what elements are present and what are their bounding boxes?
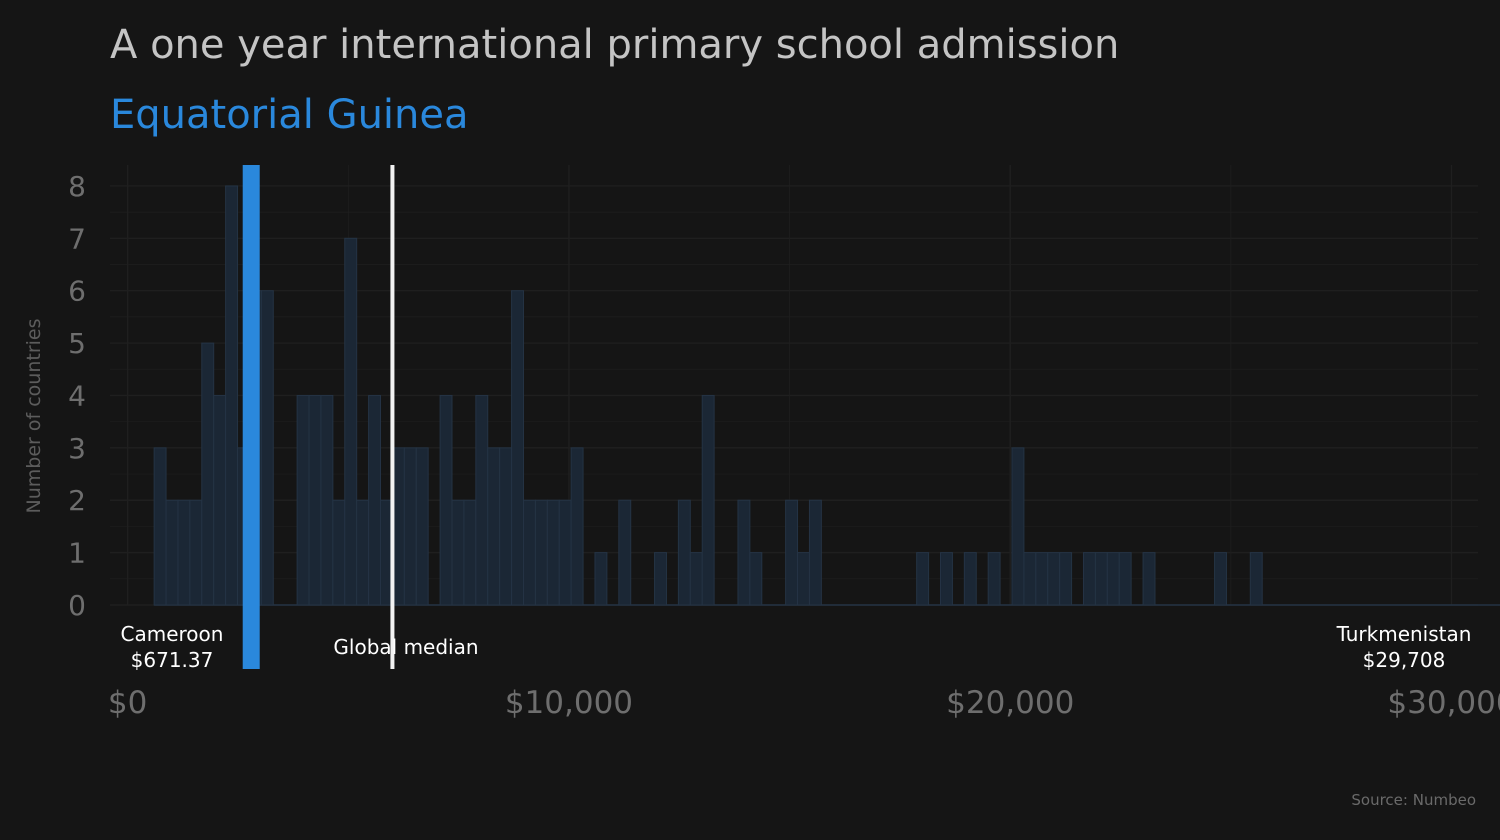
histogram-bar: [1214, 552, 1227, 606]
histogram-bar: [439, 394, 453, 606]
histogram-bar: [499, 447, 513, 606]
histogram-bar: [1082, 552, 1096, 606]
histogram-bar: [570, 447, 584, 606]
x-tick-label: $10,000: [505, 685, 633, 721]
chart-subtitle: Equatorial Guinea: [110, 92, 469, 138]
y-tick-label: 2: [68, 484, 86, 517]
histogram-bar: [332, 499, 346, 606]
histogram-bar: [344, 237, 358, 606]
histogram-bar: [1118, 552, 1132, 606]
histogram-bar: [356, 499, 370, 606]
median-label: Global median: [333, 635, 478, 659]
histogram-bar: [511, 290, 524, 606]
histogram-bar: [1094, 552, 1108, 606]
histogram-bar: [1011, 447, 1025, 606]
reference-lines: [242, 165, 395, 669]
annotation-cameroon-value: $671.37: [131, 648, 214, 672]
source-note: Source: Numbeo: [1351, 791, 1476, 809]
histogram-bar: [403, 447, 417, 606]
histogram-bar: [594, 552, 608, 606]
annotation-turkmenistan-name: Turkmenistan: [1336, 622, 1472, 646]
histogram-bar: [808, 499, 822, 606]
median-line: [390, 165, 395, 669]
histogram-bar: [1059, 552, 1073, 606]
annotations: Global median Cameroon$671.37 Turkmenista…: [121, 622, 1472, 672]
histogram-bar: [201, 342, 215, 606]
histogram-bar: [225, 185, 239, 606]
y-tick-label: 7: [68, 222, 86, 255]
histogram-bar: [677, 499, 691, 606]
histogram-bar: [153, 447, 167, 606]
histogram-bar: [296, 394, 310, 606]
histogram-bar: [1023, 552, 1037, 606]
histogram-bar: [558, 499, 572, 606]
histogram-bar: [522, 499, 536, 606]
y-tick-label: 5: [68, 327, 86, 360]
y-tick-label: 8: [68, 170, 86, 203]
x-tick-label: $0: [108, 685, 147, 721]
histogram-bar: [987, 552, 1001, 606]
y-tick-label: 0: [68, 589, 86, 622]
histogram-bar: [654, 552, 667, 606]
annotation-cameroon-name: Cameroon: [121, 622, 224, 646]
histogram-bar: [963, 552, 977, 606]
histogram-bar: [213, 394, 227, 606]
x-tick-label: $30,000: [1387, 685, 1500, 721]
histogram-bar: [749, 552, 763, 606]
chart-title: A one year international primary school …: [110, 22, 1119, 68]
histogram-bar: [737, 499, 751, 606]
y-tick-label: 3: [68, 432, 86, 465]
histogram-bar: [916, 552, 930, 606]
y-axis-label: Number of countries: [23, 318, 45, 513]
histogram-bar: [618, 499, 632, 606]
histogram-bar: [701, 394, 715, 606]
histogram-bar: [785, 499, 799, 606]
highlight-line-equatorial-guinea: [242, 165, 260, 669]
histogram-bar: [534, 499, 548, 606]
histogram-bar: [451, 499, 465, 606]
histogram-bar: [689, 552, 703, 606]
histogram-bar: [308, 394, 322, 606]
histogram-bar: [177, 499, 191, 606]
x-axis-ticks: $0 $10,000 $20,000 $30,000: [108, 685, 1500, 721]
y-tick-label: 4: [68, 379, 86, 412]
histogram-bar: [1106, 552, 1120, 606]
histogram-bar: [487, 447, 501, 606]
histogram-bar: [1035, 552, 1049, 606]
y-tick-label: 6: [68, 275, 86, 308]
histogram-bar: [368, 394, 382, 606]
annotation-turkmenistan-value: $29,708: [1363, 648, 1446, 672]
histogram-bar: [1047, 552, 1061, 606]
histogram-bar: [546, 499, 560, 606]
histogram-bar: [1249, 552, 1263, 606]
y-tick-label: 1: [68, 537, 86, 570]
histogram-bar: [320, 394, 334, 606]
histogram-bar: [797, 552, 810, 606]
y-axis-ticks: 0 1 2 3 4 5 6 7 8: [68, 170, 86, 622]
x-tick-label: $20,000: [946, 685, 1074, 721]
histogram-bar: [475, 394, 489, 606]
histogram-bar: [415, 447, 429, 606]
histogram-bar: [1142, 552, 1156, 606]
histogram-bar: [940, 552, 953, 606]
histogram-bar: [463, 499, 477, 606]
histogram-bar: [165, 499, 179, 606]
histogram-bar: [189, 499, 203, 606]
histogram-bar: [260, 290, 274, 606]
